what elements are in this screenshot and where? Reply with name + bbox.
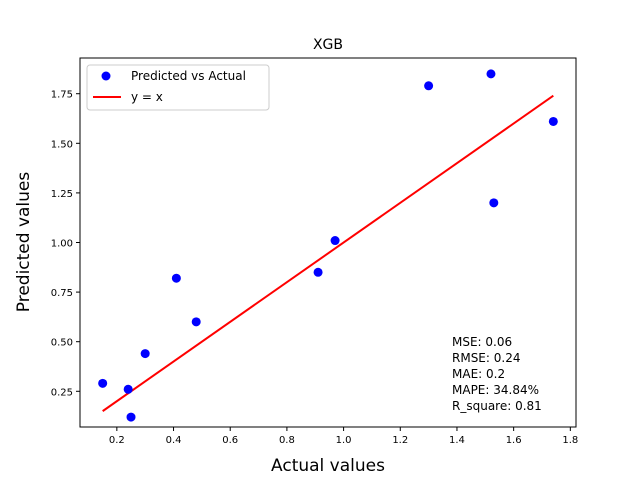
data-point <box>140 349 150 359</box>
x-tick-label: 1.0 <box>336 435 352 446</box>
legend-label-line: y = x <box>131 90 163 104</box>
y-tick-label: 1.75 <box>51 90 73 101</box>
data-point <box>191 317 201 327</box>
chart-title: XGB <box>313 37 343 53</box>
metric-mse: MSE: 0.06 <box>452 335 512 349</box>
data-point <box>123 384 133 394</box>
axes-frame <box>79 57 577 428</box>
metric-mae: MAE: 0.2 <box>452 367 505 381</box>
x-tick-label: 1.6 <box>506 435 522 446</box>
metric-mape: MAPE: 34.84% <box>452 383 539 397</box>
y-tick-label: 0.75 <box>51 288 73 299</box>
y-tick-label: 1.50 <box>51 139 73 150</box>
x-tick-label: 0.4 <box>166 435 182 446</box>
x-tick-label: 0.8 <box>279 435 295 446</box>
y-axis-title: Predicted values <box>14 172 34 313</box>
data-point <box>313 267 323 277</box>
y-tick-label: 1.00 <box>51 239 73 250</box>
data-marks <box>98 69 558 422</box>
legend: Predicted vs Actual y = x <box>86 64 270 111</box>
data-point <box>330 236 340 246</box>
y-tick-label: 0.25 <box>51 387 73 398</box>
metric-r-square: R_square: 0.81 <box>452 399 542 413</box>
identity-line <box>102 94 554 412</box>
legend-box <box>86 64 270 111</box>
metric-rmse: RMSE: 0.24 <box>452 351 520 365</box>
x-tick-label: 1.4 <box>449 435 465 446</box>
legend-label-scatter: Predicted vs Actual <box>131 69 246 83</box>
y-tick-label: 1.25 <box>51 189 73 200</box>
legend-marker-scatter <box>101 71 111 81</box>
metrics-annotation: MSE: 0.06 RMSE: 0.24 MAE: 0.2 MAPE: 34.8… <box>452 335 542 413</box>
x-axis-title: Actual values <box>271 456 385 476</box>
x-tick-label: 1.8 <box>562 435 578 446</box>
x-tick-label: 0.6 <box>222 435 238 446</box>
data-point <box>486 69 496 79</box>
y-tick-label: 0.50 <box>51 338 73 349</box>
x-tick-label: 0.2 <box>109 435 125 446</box>
x-tick-label: 1.2 <box>392 435 408 446</box>
data-point <box>126 412 136 422</box>
data-point <box>98 378 108 388</box>
data-point <box>171 273 181 283</box>
axis-ticks: 0.2 0.4 0.6 0.8 1.0 1.2 1.4 1.6 1.8 0.25 0.50 0.75 1… <box>51 90 579 446</box>
data-point <box>548 116 558 126</box>
data-point <box>424 81 434 91</box>
data-point <box>489 198 499 208</box>
